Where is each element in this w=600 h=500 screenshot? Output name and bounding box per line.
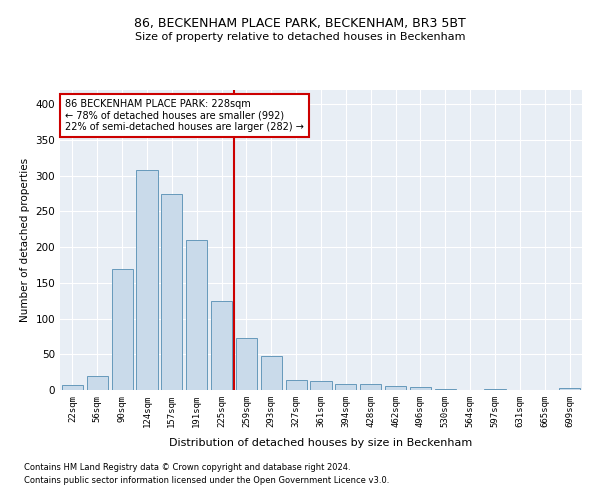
Text: Contains HM Land Registry data © Crown copyright and database right 2024.: Contains HM Land Registry data © Crown c… <box>24 464 350 472</box>
Text: 86 BECKENHAM PLACE PARK: 228sqm
← 78% of detached houses are smaller (992)
22% o: 86 BECKENHAM PLACE PARK: 228sqm ← 78% of… <box>65 99 304 132</box>
Bar <box>211 300 232 390</box>
Bar <box>136 170 158 390</box>
Text: 86, BECKENHAM PLACE PARK, BECKENHAM, BR3 5BT: 86, BECKENHAM PLACE PARK, BECKENHAM, BR3… <box>134 18 466 30</box>
Bar <box>410 387 431 390</box>
Y-axis label: Number of detached properties: Number of detached properties <box>20 158 30 322</box>
Bar <box>286 380 307 390</box>
Bar <box>335 384 356 390</box>
Bar <box>186 240 207 390</box>
Bar <box>559 388 580 390</box>
Bar <box>385 386 406 390</box>
Bar <box>87 376 108 390</box>
Text: Distribution of detached houses by size in Beckenham: Distribution of detached houses by size … <box>169 438 473 448</box>
Bar <box>236 338 257 390</box>
Text: Size of property relative to detached houses in Beckenham: Size of property relative to detached ho… <box>135 32 465 42</box>
Bar <box>62 385 83 390</box>
Bar <box>261 356 282 390</box>
Bar <box>310 382 332 390</box>
Bar <box>360 384 381 390</box>
Bar <box>112 268 133 390</box>
Text: Contains public sector information licensed under the Open Government Licence v3: Contains public sector information licen… <box>24 476 389 485</box>
Bar <box>161 194 182 390</box>
